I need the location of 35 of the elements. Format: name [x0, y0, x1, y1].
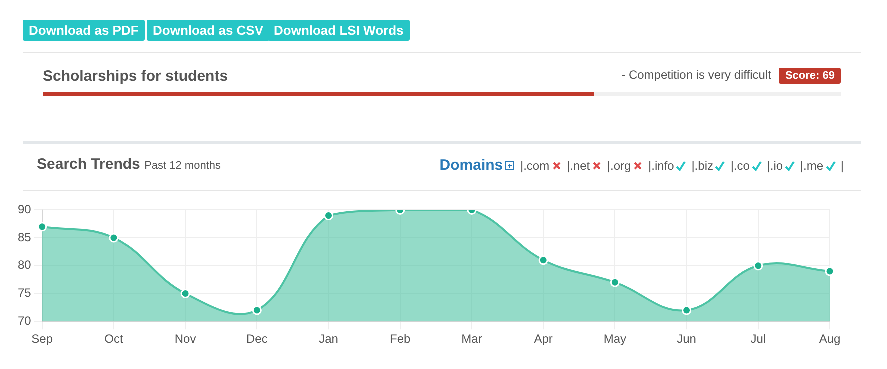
x-tick-label: Sep — [32, 332, 54, 346]
text: Download LSI Words — [268, 20, 410, 41]
x-tick-label: Nov — [174, 332, 196, 346]
x-tick-label: Mar — [462, 332, 482, 346]
text: |.info — [648, 159, 674, 173]
x-tick-label: Feb — [390, 332, 412, 346]
text: | — [840, 159, 844, 173]
text: |.io — [766, 159, 784, 173]
x-tick-label: Jun — [677, 332, 696, 346]
x-tick-label: Apr — [534, 332, 553, 346]
text: |.org — [606, 159, 632, 173]
text: Download as CSV — [147, 20, 270, 41]
x-tick-label: Oct — [104, 332, 124, 346]
x-tick-label: Aug — [819, 332, 841, 346]
x-tick-label: May — [604, 332, 627, 346]
text: Scholarships for students — [43, 68, 228, 85]
y-tick-label: 70 — [18, 314, 32, 328]
y-tick-label: 85 — [18, 230, 32, 244]
x-tick-label: Jul — [750, 332, 766, 346]
x-tick-label: Dec — [246, 332, 268, 346]
text: Download as PDF — [23, 20, 145, 41]
text: Domains — [440, 157, 504, 174]
x-tick-label: Jan — [319, 332, 338, 346]
text: |.me — [799, 159, 824, 173]
y-tick-label: 75 — [18, 286, 32, 300]
text: - Competition is very difficult — [622, 68, 772, 82]
text: |.net — [566, 159, 590, 173]
text: |.co — [730, 159, 750, 173]
chart-subtitle: Past 12 months — [144, 160, 221, 172]
y-tick-label: 80 — [18, 258, 32, 272]
chart-title: Search Trends — [37, 156, 140, 173]
y-tick-label: 90 — [18, 202, 32, 217]
text: |.biz — [690, 159, 714, 173]
text: |.com — [519, 159, 550, 173]
text: Score: 69 — [779, 68, 841, 84]
